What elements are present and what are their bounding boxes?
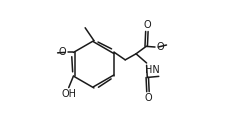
Text: O: O [144,20,151,30]
Text: O: O [145,93,153,103]
Text: OH: OH [61,89,76,99]
Text: HN: HN [145,65,160,75]
Text: O: O [156,42,164,52]
Text: O: O [59,47,66,57]
